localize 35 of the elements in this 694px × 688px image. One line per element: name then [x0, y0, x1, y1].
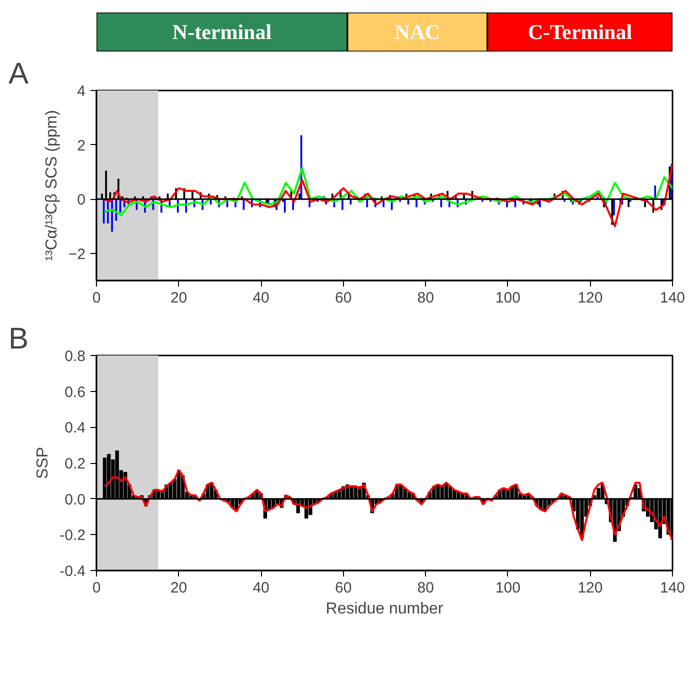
y-tick-label: −2 — [68, 246, 86, 263]
x-tick-label: 80 — [417, 580, 434, 596]
y-tick-label: 0.6 — [64, 384, 86, 401]
x-tick-label: 140 — [660, 580, 686, 596]
x-tick-label: 100 — [495, 290, 520, 306]
x-tick-label: 0 — [92, 580, 101, 596]
x-tick-label: 60 — [335, 290, 352, 306]
x-tick-label: 40 — [252, 290, 270, 306]
x-tick-label: 140 — [660, 290, 686, 306]
series-label: NAC — [394, 20, 440, 44]
x-tick-label: 20 — [170, 580, 188, 596]
y-tick-label: 0.4 — [64, 420, 86, 437]
x-tick-label: 80 — [417, 290, 434, 306]
x-tick-label: 60 — [335, 580, 352, 596]
x-tick-label: 40 — [252, 580, 270, 596]
x-axis-title: Residue number — [326, 600, 444, 618]
y-tick-label: -0.4 — [60, 563, 86, 580]
x-tick-label: 120 — [578, 290, 603, 306]
y-tick-label: 4 — [77, 83, 86, 100]
series-label: N-terminal — [172, 20, 272, 44]
series-label: C-Terminal — [528, 20, 632, 44]
y-tick-label: 0 — [77, 192, 86, 209]
y-tick-label: 0.0 — [64, 491, 86, 508]
y-tick-label: 2 — [77, 137, 86, 154]
y-axis-title: SSP — [34, 446, 52, 480]
y-tick-label: 0.8 — [64, 348, 86, 365]
x-tick-label: 100 — [495, 580, 520, 596]
x-tick-label: 120 — [578, 580, 603, 596]
x-tick-label: 0 — [92, 290, 101, 306]
y-tick-label: 0.2 — [64, 456, 86, 472]
text: B — [8, 322, 29, 356]
x-tick-label: 20 — [170, 290, 188, 306]
y-axis-title: ¹³Cα/¹³Cβ SCS (ppm) — [43, 110, 60, 261]
text: A — [8, 58, 29, 90]
y-tick-label: -0.2 — [60, 527, 86, 544]
